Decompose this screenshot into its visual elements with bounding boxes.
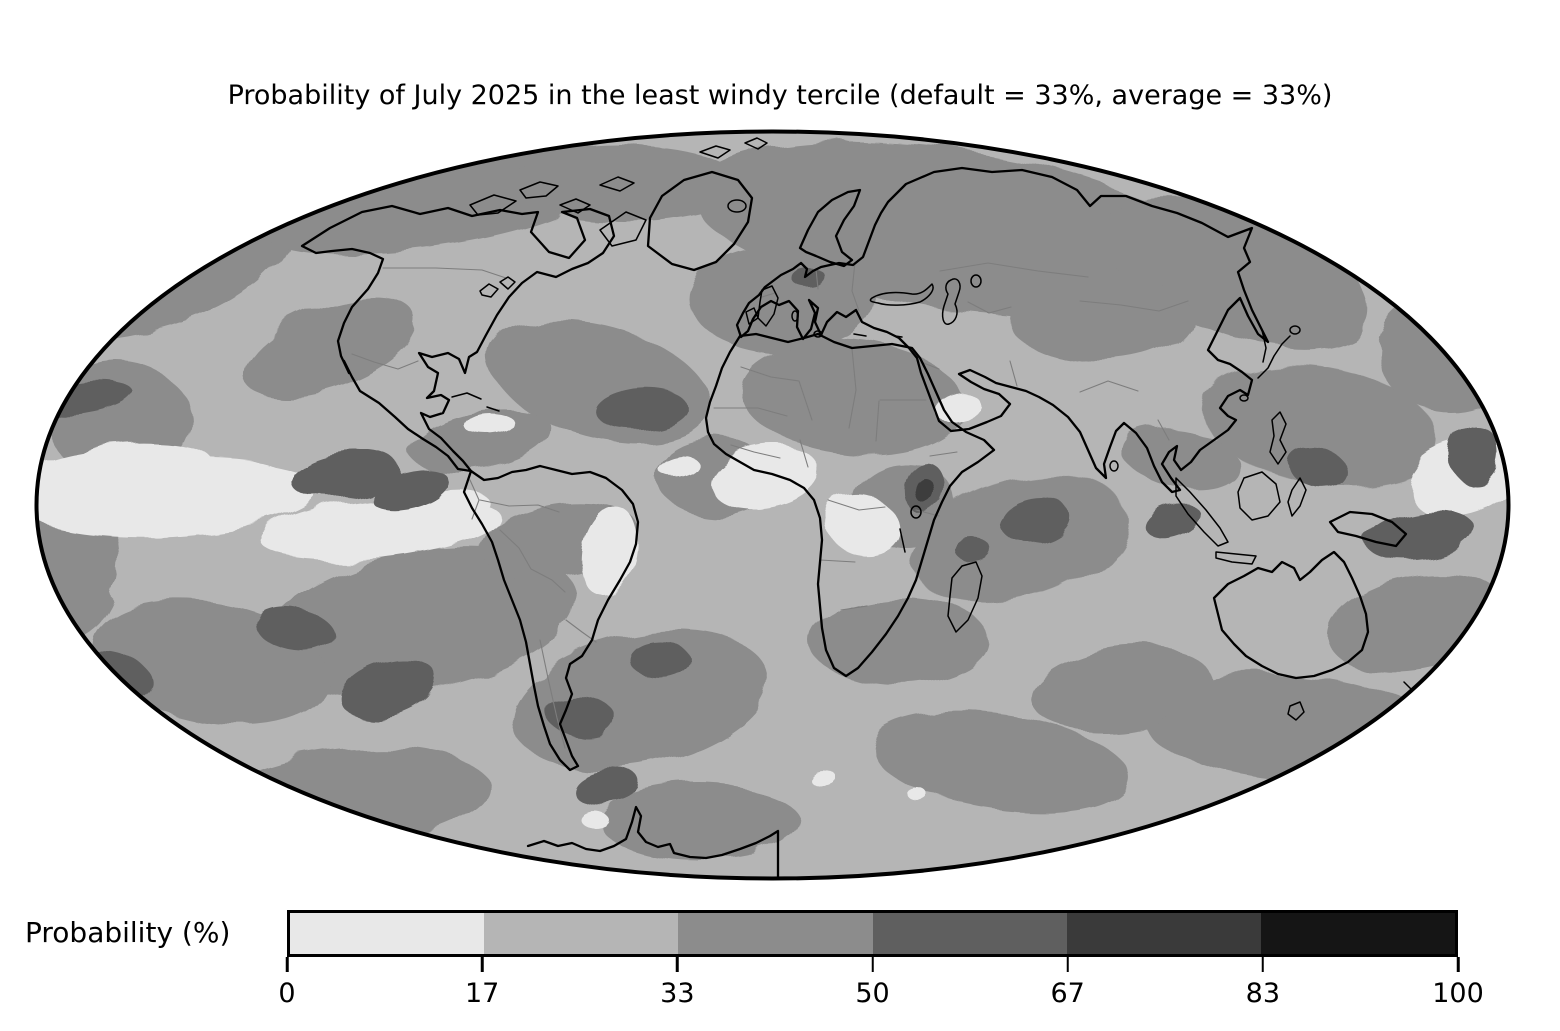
contour-blob [579, 810, 607, 826]
globe-outline [34, 129, 1511, 881]
colorbar-tick-label: 83 [1245, 978, 1281, 1009]
coast-black-sea [869, 283, 934, 306]
colorbar-segment [872, 913, 1067, 954]
contour-blob [581, 506, 639, 598]
coast-philippines [1269, 411, 1287, 465]
colorbar-tick-label: 17 [464, 978, 500, 1009]
coast-borneo [1237, 471, 1281, 521]
coast-caribbean [451, 392, 500, 412]
coast-british-isles [745, 285, 779, 327]
contour-blob [242, 298, 418, 398]
colorbar-tick [285, 957, 289, 972]
colorbar-tick [1066, 957, 1069, 972]
contour-blob [261, 547, 579, 697]
contour-blob [630, 642, 690, 678]
colorbar-tick-label: 0 [278, 978, 296, 1009]
contour-blob [710, 446, 820, 510]
contour-blob [1000, 497, 1070, 543]
contour-blob [826, 496, 898, 554]
coast-africa [704, 332, 996, 678]
colorbar-tick [676, 957, 679, 972]
coast-eurasia [735, 166, 1270, 494]
contour-shading [36, 140, 1509, 860]
contour-blob [1030, 646, 1210, 730]
contour-blob [341, 660, 439, 720]
coast-sulawesi [1287, 477, 1307, 517]
contour-blob [595, 387, 685, 429]
contour-blob [1145, 503, 1199, 537]
contour-blob [811, 772, 839, 788]
coast-antarctica [526, 805, 780, 879]
colorbar-tick-label: 67 [1050, 978, 1085, 1009]
colorbar-tick-label: 50 [855, 978, 890, 1009]
contour-blob [690, 248, 874, 352]
contour-blob [916, 479, 936, 505]
contour-blob [36, 444, 215, 500]
colorbar-ticks [285, 957, 1460, 973]
contour-blob [255, 606, 335, 654]
coast-sri-lanka [1109, 460, 1119, 472]
contour-blob [290, 451, 400, 499]
colorbar-tick [871, 957, 874, 972]
coast-australia [1212, 550, 1370, 680]
contour-blob [810, 598, 990, 686]
coast-greenland [646, 170, 754, 272]
contour-blob [908, 789, 928, 801]
colorbar-tick-label: 100 [1432, 978, 1484, 1009]
colorbar-tick [1261, 957, 1265, 972]
colorbar-segment [1066, 913, 1261, 954]
contour-blob [570, 766, 640, 804]
contour-blob [1008, 274, 1192, 362]
colorbar-segment [1260, 913, 1456, 954]
contour-blob [660, 457, 700, 479]
contour-blob [600, 784, 800, 860]
coast-sumatra-java [1175, 477, 1257, 565]
coast-south-america [462, 464, 640, 772]
colorbar-segment [678, 913, 873, 954]
coast-iceland [727, 199, 747, 213]
contour-blob [464, 413, 516, 437]
coast-north-america [300, 204, 616, 473]
colorbar-segment [484, 913, 679, 954]
page-title: Probability of July 2025 in the least wi… [227, 80, 1333, 111]
colorbar-label: Probability (%) [25, 916, 231, 949]
coastlines [300, 137, 1421, 879]
contour-blob [738, 339, 962, 453]
coast-caspian-sea [941, 274, 982, 325]
contour-blob [500, 146, 740, 218]
contour-blob [1101, 196, 1369, 348]
contour-blob [1201, 364, 1439, 486]
contour-blob [1288, 447, 1348, 489]
colorbar [287, 910, 1458, 957]
country-borders [351, 261, 1189, 749]
colorbar-tick [1456, 957, 1460, 972]
contour-blob [1450, 425, 1500, 485]
african-lakes [899, 505, 922, 553]
coast-japan [1239, 325, 1301, 402]
globe-interior [36, 131, 1509, 879]
coast-mediterranean-islands [791, 310, 903, 338]
colorbar-tick-labels: 0 17 33 50 67 83 100 [278, 978, 1483, 1012]
contour-blob [957, 540, 993, 564]
colorbar-tick [480, 957, 484, 972]
colorbar-segment [290, 913, 485, 954]
coast-scandinavia [798, 188, 862, 268]
great-lakes [479, 276, 516, 298]
coast-madagascar [947, 561, 983, 633]
colorbar-tick-label: 33 [660, 978, 695, 1009]
coast-arctic-islands [469, 137, 768, 247]
contour-blob [871, 711, 1129, 813]
contour-blob [369, 467, 447, 509]
contour-blob [545, 692, 615, 738]
coast-new-guinea [1328, 510, 1408, 548]
